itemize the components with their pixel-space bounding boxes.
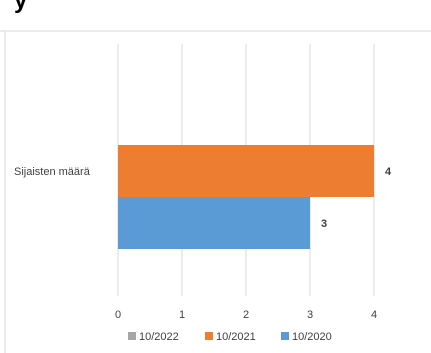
legend-label: 10/2022 <box>139 331 179 343</box>
legend-label: 10/2020 <box>292 331 332 343</box>
x-tick-label: 3 <box>307 309 313 321</box>
category-label: Sijaisten määrä <box>14 166 91 178</box>
data-label: 4 <box>385 166 392 178</box>
legend-swatch <box>205 332 213 340</box>
data-label: 3 <box>321 218 327 230</box>
x-tick-label: 0 <box>115 309 121 321</box>
data-labels: 43 <box>321 166 392 230</box>
chart-title-fragment: y <box>14 0 28 14</box>
bar-10-2020 <box>118 197 310 249</box>
legend-swatch <box>128 332 136 340</box>
x-tick-label: 1 <box>179 309 185 321</box>
bar-10-2021 <box>118 145 374 197</box>
legend: 10/2022 10/2021 10/2020 <box>128 331 332 343</box>
x-axis-ticks: 0 1 2 3 4 <box>115 309 377 321</box>
y-axis-categories: Sijaisten määrä <box>14 166 91 178</box>
bars <box>118 145 374 249</box>
legend-label: 10/2021 <box>216 331 256 343</box>
legend-swatch <box>281 332 289 340</box>
x-tick-label: 2 <box>243 309 249 321</box>
x-tick-label: 4 <box>371 309 377 321</box>
